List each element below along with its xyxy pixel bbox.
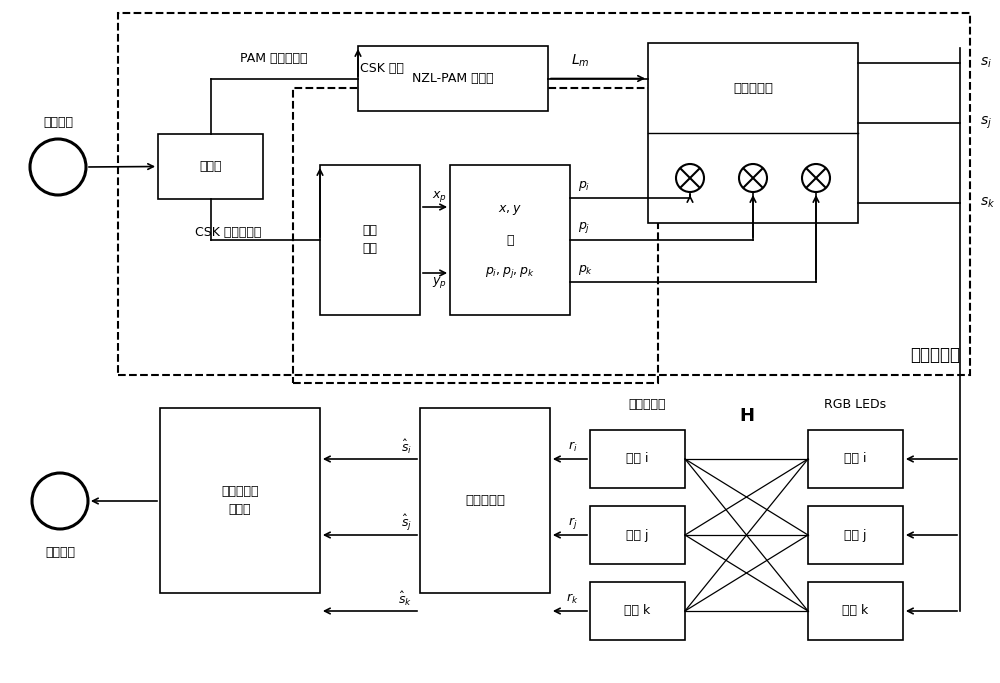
Bar <box>420 408 550 593</box>
Text: $p_k$: $p_k$ <box>578 263 593 277</box>
Bar <box>590 506 685 564</box>
Text: $\hat{s}_j$: $\hat{s}_j$ <box>401 513 412 533</box>
Bar <box>808 582 903 640</box>
Text: 分流器: 分流器 <box>199 160 222 173</box>
Text: $\mathbf{H}$: $\mathbf{H}$ <box>739 407 754 425</box>
Circle shape <box>802 164 830 192</box>
Text: $r_j$: $r_j$ <box>568 515 578 531</box>
Bar <box>358 46 548 111</box>
Text: NZL-PAM 调制器: NZL-PAM 调制器 <box>412 72 494 85</box>
Text: $x, y$: $x, y$ <box>498 203 522 217</box>
Bar <box>118 13 970 375</box>
Text: $s_j$: $s_j$ <box>980 115 992 131</box>
Text: $\hat{s}_k$: $\hat{s}_k$ <box>398 590 412 608</box>
Text: CSK 二进制数据: CSK 二进制数据 <box>195 227 261 240</box>
Bar <box>293 88 658 383</box>
Text: 三路乘法器: 三路乘法器 <box>733 81 773 94</box>
Bar <box>158 134 263 199</box>
Circle shape <box>739 164 767 192</box>
Bar <box>320 165 420 315</box>
Circle shape <box>32 473 88 529</box>
Text: $s_k$: $s_k$ <box>980 196 995 210</box>
Text: 颜色
编码: 颜色 编码 <box>362 225 378 255</box>
Text: RGB LEDs: RGB LEDs <box>824 398 887 411</box>
Text: PAM 二进制数据: PAM 二进制数据 <box>240 53 308 66</box>
Text: $r_k$: $r_k$ <box>566 592 578 606</box>
Text: $y_p$: $y_p$ <box>432 275 447 290</box>
Text: $p_i$: $p_i$ <box>578 179 590 193</box>
Bar <box>450 165 570 315</box>
Text: $s_i$: $s_i$ <box>980 56 992 70</box>
Text: 到: 到 <box>506 234 514 247</box>
Text: $x_p$: $x_p$ <box>432 189 447 204</box>
Bar <box>590 430 685 488</box>
Text: 信号解调器: 信号解调器 <box>465 494 505 507</box>
Text: $L_m$: $L_m$ <box>571 53 590 69</box>
Text: 信号调制器: 信号调制器 <box>910 346 960 364</box>
Text: 波段 i: 波段 i <box>844 453 867 466</box>
Text: $r_i$: $r_i$ <box>568 440 578 454</box>
Bar <box>160 408 320 593</box>
Text: 光电检测器: 光电检测器 <box>629 398 666 411</box>
Bar <box>808 506 903 564</box>
Text: CSK 调制: CSK 调制 <box>360 63 404 76</box>
Circle shape <box>676 164 704 192</box>
Circle shape <box>30 139 86 195</box>
Text: $p_j$: $p_j$ <box>578 221 590 236</box>
Bar <box>808 430 903 488</box>
Text: $p_i, p_j, p_k$: $p_i, p_j, p_k$ <box>485 266 535 281</box>
Text: 波段 j: 波段 j <box>844 529 867 542</box>
Text: 波段 j: 波段 j <box>626 529 649 542</box>
Text: 符号到比特
逆映射: 符号到比特 逆映射 <box>221 485 259 516</box>
Text: 波段 k: 波段 k <box>624 604 651 617</box>
Bar <box>590 582 685 640</box>
Text: 波段 k: 波段 k <box>842 604 869 617</box>
Bar <box>648 43 858 223</box>
Text: $\hat{s}_i$: $\hat{s}_i$ <box>401 438 412 456</box>
Text: 波段 i: 波段 i <box>626 453 649 466</box>
Text: 解调比特: 解调比特 <box>45 546 75 559</box>
Text: 信息比特: 信息比特 <box>43 117 73 130</box>
